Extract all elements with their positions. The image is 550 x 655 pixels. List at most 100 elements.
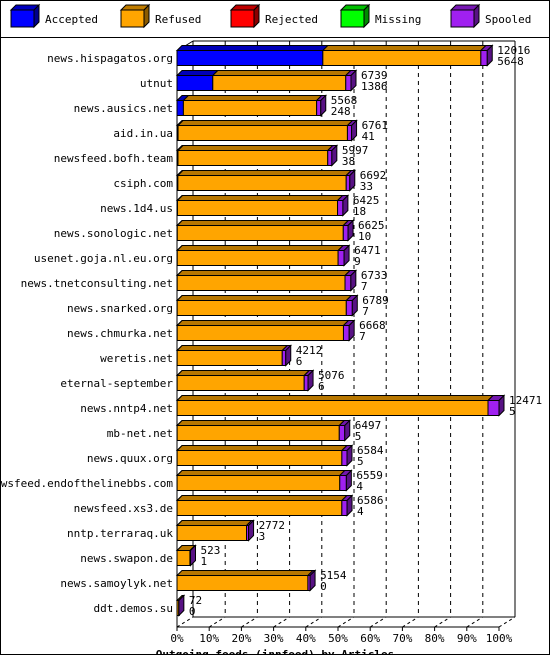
- bar-segment-spooled: [303, 375, 309, 391]
- bar-segment-spooled: [316, 100, 322, 116]
- bar-group: [175, 369, 315, 392]
- data-label-offered: 523: [201, 544, 221, 557]
- bar-segment-top-refused: [175, 395, 495, 401]
- bar-segment-refused: [176, 400, 489, 416]
- bar-segment-refused: [176, 225, 344, 241]
- bar-segment-spooled: [344, 275, 352, 291]
- data-label-offered: 6586: [357, 494, 384, 507]
- data-label-offered: 5076: [318, 369, 345, 382]
- data-label-offered: 6789: [362, 294, 389, 307]
- legend-swatch: [120, 9, 145, 28]
- legend-swatch: [10, 9, 35, 28]
- data-label-offered: 6625: [358, 219, 385, 232]
- data-label-offered: 5997: [342, 144, 369, 157]
- bar-end-cap: [346, 494, 353, 517]
- bar-group: [175, 519, 255, 542]
- bar-segment-spooled: [342, 325, 350, 341]
- bar-segment-top-refused: [176, 145, 334, 151]
- x-tick-label: 20%: [231, 632, 251, 645]
- category-label: newsfeed.bofh.team: [54, 152, 174, 165]
- data-label-offered: 12471: [509, 394, 542, 407]
- category-label: nntp.terraraq.uk: [67, 527, 173, 540]
- data-label-accepted: 18: [353, 205, 366, 218]
- bar-segment-top-accepted: [175, 45, 330, 51]
- bar-group: [175, 169, 356, 192]
- bar-end-cap: [347, 219, 354, 242]
- floor-diagonal: [241, 616, 258, 628]
- data-label-offered: 6739: [361, 69, 388, 82]
- floor-diagonal: [208, 616, 226, 628]
- bar-end-cap: [349, 169, 356, 192]
- bar-segment-spooled: [337, 200, 344, 216]
- bar-segment-accepted: [176, 100, 184, 116]
- legend-label: Spooled: [485, 13, 531, 26]
- data-label-offered: 6559: [356, 469, 383, 482]
- data-label-accepted: 7: [359, 330, 366, 343]
- bar-segment-refused: [176, 200, 339, 216]
- bar-segment-top-refused: [175, 320, 350, 326]
- x-tick-label: 50%: [328, 632, 348, 645]
- bar-segment-spooled: [327, 150, 333, 166]
- bar-group: [175, 269, 358, 292]
- x-tick-label: 100%: [486, 632, 513, 645]
- bar-end-cap: [346, 444, 353, 467]
- x-tick-label: 90%: [457, 632, 477, 645]
- bar-segment-refused: [176, 350, 283, 366]
- floor-diagonal: [466, 616, 484, 628]
- data-label-offered: 5154: [320, 569, 347, 582]
- category-label: news.sonologic.net: [54, 227, 173, 240]
- bar-segment-refused: [176, 475, 341, 491]
- bar-segment-refused: [182, 100, 318, 116]
- bar-segment-refused: [176, 525, 248, 541]
- bar-segment-refused: [176, 300, 347, 316]
- bar-group: [175, 494, 354, 517]
- bar-end-cap: [498, 394, 505, 417]
- category-label: csiph.com: [113, 177, 173, 190]
- bar-end-cap: [351, 294, 358, 317]
- bar-group: [175, 569, 317, 592]
- x-tick-label: 0%: [170, 632, 184, 645]
- bar-segment-top-refused: [211, 70, 352, 76]
- bar-segment-spooled: [281, 350, 287, 366]
- bar-segment-spooled: [339, 475, 347, 491]
- bar-end-cap: [307, 369, 314, 392]
- bar-end-cap: [348, 319, 355, 342]
- data-label-accepted: 0: [320, 580, 327, 593]
- bar-segment-top-refused: [176, 170, 353, 176]
- category-label: utnut: [140, 77, 173, 90]
- category-label: news.tnetconsulting.net: [21, 277, 173, 290]
- data-label-offered: 72: [189, 594, 202, 607]
- bar-segment-refused: [177, 150, 329, 166]
- bar-end-cap: [190, 544, 197, 567]
- bar-segment-refused: [176, 550, 191, 566]
- data-label-offered: 6497: [355, 419, 382, 432]
- bar-segment-top-refused: [175, 370, 311, 376]
- data-label-offered: 6668: [359, 319, 386, 332]
- bar-end-cap: [350, 69, 357, 92]
- bar-segment-top-refused: [175, 520, 253, 526]
- bar-group: [175, 394, 506, 417]
- bar-end-cap: [342, 194, 349, 217]
- bar-segment-refused: [176, 450, 343, 466]
- bar-segment-refused: [176, 275, 346, 291]
- bar-segment-top-refused: [175, 495, 349, 501]
- bar-segment-spooled: [487, 400, 500, 416]
- bar-segment-spooled: [341, 500, 348, 516]
- data-label-offered: 6584: [357, 444, 384, 457]
- bar-segment-top-refused: [175, 345, 289, 351]
- bar-segment-spooled: [341, 450, 348, 466]
- bar-segment-top-refused: [175, 445, 349, 451]
- data-label-accepted: 5: [509, 405, 516, 418]
- legend-label: Missing: [375, 13, 421, 26]
- bar-group: [175, 344, 292, 367]
- floor-diagonal: [337, 616, 355, 628]
- legend-swatch: [450, 9, 475, 28]
- bar-segment-spooled: [345, 300, 353, 316]
- bar-segment-refused: [176, 250, 339, 266]
- data-label-accepted: 10: [358, 230, 371, 243]
- data-label-accepted: 248: [331, 105, 351, 118]
- bar-segment-refused: [322, 50, 482, 66]
- bar-segment-spooled: [346, 125, 353, 141]
- floor-diagonal: [273, 616, 290, 628]
